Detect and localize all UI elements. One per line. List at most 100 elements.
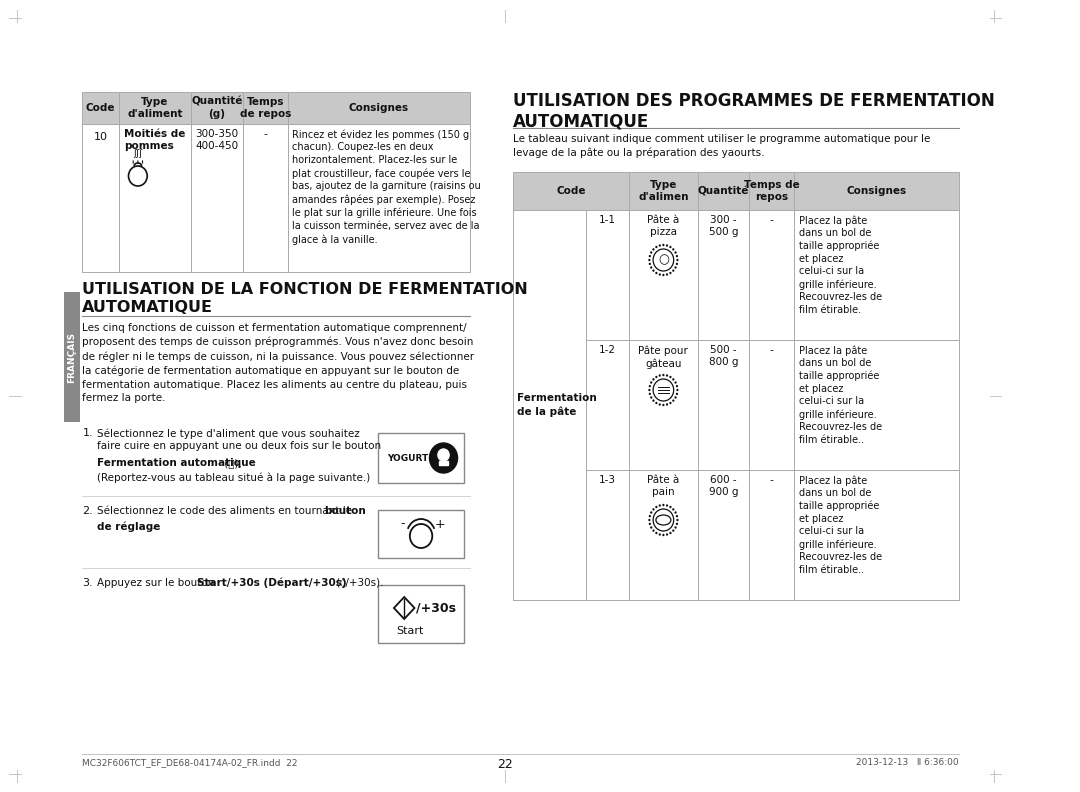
Text: Les cinq fonctions de cuisson et fermentation automatique comprennent/
proposent: Les cinq fonctions de cuisson et ferment… (82, 323, 474, 403)
Text: Pâte à
pizza: Pâte à pizza (647, 215, 679, 238)
Text: 3.: 3. (82, 578, 93, 588)
Circle shape (666, 403, 669, 406)
Text: -: - (770, 215, 773, 225)
Bar (794, 210, 959, 340)
Bar (750, 470, 794, 600)
Bar (698, 172, 750, 210)
Text: UTILISATION DES PROGRAMMES DE FERMENTATION
AUTOMATIQUE: UTILISATION DES PROGRAMMES DE FERMENTATI… (513, 92, 995, 131)
Circle shape (659, 505, 661, 507)
Text: Placez la pâte
dans un bol de
taille appropriée
et placez
celui-ci sur la
grille: Placez la pâte dans un bol de taille app… (798, 475, 881, 575)
Circle shape (672, 269, 674, 272)
Circle shape (652, 529, 654, 531)
Circle shape (674, 512, 677, 514)
Text: 600 -
900 g: 600 - 900 g (708, 475, 739, 497)
Bar (794, 172, 959, 210)
Bar (629, 470, 698, 600)
Circle shape (650, 396, 652, 398)
Text: .: . (151, 521, 154, 531)
Text: Code: Code (556, 186, 585, 196)
Text: -: - (400, 517, 405, 531)
Bar (243, 92, 287, 124)
Circle shape (674, 251, 677, 253)
Bar (513, 340, 586, 470)
Circle shape (674, 527, 677, 529)
Circle shape (652, 248, 654, 250)
Bar (513, 210, 586, 340)
Bar (698, 210, 750, 340)
Text: Type
d'aliment: Type d'aliment (127, 97, 183, 120)
Text: bouton: bouton (324, 506, 365, 516)
Circle shape (659, 375, 661, 377)
Text: 2013-12-13   Ⅱ 6:36:00: 2013-12-13 Ⅱ 6:36:00 (856, 758, 959, 767)
Bar (191, 92, 243, 124)
Bar (378, 510, 464, 558)
Bar (794, 470, 959, 600)
Circle shape (672, 379, 674, 381)
Bar (287, 124, 470, 272)
Circle shape (656, 402, 658, 404)
Text: ʃʃʃ: ʃʃʃ (133, 149, 143, 158)
Bar (794, 340, 959, 470)
Text: (⎊).: (⎊). (220, 458, 242, 468)
Text: Placez la pâte
dans un bol de
taille appropriée
et placez
celui-ci sur la
grille: Placez la pâte dans un bol de taille app… (798, 215, 881, 314)
Circle shape (676, 515, 678, 517)
Bar (629, 172, 698, 210)
Text: Quantité: Quantité (698, 186, 750, 196)
Text: Sélectionnez le type d'aliment que vous souhaitez
faire cuire en appuyant une ou: Sélectionnez le type d'aliment que vous … (97, 428, 381, 451)
Text: Le tableau suivant indique comment utiliser le programme automatique pour le
lev: Le tableau suivant indique comment utili… (513, 134, 930, 158)
Text: Code: Code (86, 103, 116, 113)
Text: 1-1: 1-1 (599, 215, 616, 225)
Text: Consignes: Consignes (349, 103, 408, 113)
Text: UTILISATION DE LA FONCTION DE FERMENTATION
AUTOMATIQUE: UTILISATION DE LA FONCTION DE FERMENTATI… (82, 282, 528, 315)
Text: Placez la pâte
dans un bol de
taille appropriée
et placez
celui-ci sur la
grille: Placez la pâte dans un bol de taille app… (798, 345, 881, 445)
Circle shape (670, 402, 672, 404)
Text: /+30s: /+30s (417, 601, 457, 615)
Bar (513, 210, 586, 600)
Text: Quantité
(g): Quantité (g) (191, 97, 243, 120)
Bar (378, 433, 464, 483)
Circle shape (652, 269, 654, 272)
Bar (64, 292, 81, 422)
Text: 22: 22 (498, 758, 513, 771)
Circle shape (650, 266, 652, 268)
Text: 300-350
400-450: 300-350 400-450 (195, 129, 239, 151)
Bar (698, 470, 750, 600)
Circle shape (659, 244, 661, 247)
Text: Start/+30s (Départ/+30s): Start/+30s (Départ/+30s) (198, 578, 347, 588)
Bar (82, 124, 119, 272)
Circle shape (652, 379, 654, 381)
Text: Rincez et évidez les pommes (150 g
chacun). Coupez-les en deux
horizontalement. : Rincez et évidez les pommes (150 g chacu… (293, 129, 481, 245)
Circle shape (649, 385, 651, 387)
Circle shape (662, 534, 664, 536)
Circle shape (659, 403, 661, 406)
Circle shape (670, 246, 672, 248)
Text: Temps
de repos: Temps de repos (240, 97, 292, 120)
Circle shape (672, 248, 674, 250)
Bar (287, 92, 470, 124)
Circle shape (648, 519, 650, 521)
Bar (243, 124, 287, 272)
Circle shape (670, 376, 672, 379)
Text: 1-2: 1-2 (599, 345, 616, 355)
Bar (119, 124, 191, 272)
Circle shape (650, 527, 652, 529)
Circle shape (656, 506, 658, 508)
Text: -: - (770, 345, 773, 355)
Circle shape (670, 272, 672, 274)
Circle shape (652, 399, 654, 402)
Text: -: - (770, 475, 773, 485)
Text: (Reportez-vous au tableau situé à la page suivante.): (Reportez-vous au tableau situé à la pag… (97, 472, 370, 482)
Text: Sélectionnez le code des aliments en tournant le: Sélectionnez le code des aliments en tou… (97, 506, 355, 516)
Text: 1.: 1. (82, 428, 93, 438)
Text: Start: Start (395, 626, 423, 636)
Circle shape (676, 385, 678, 387)
Circle shape (649, 515, 651, 517)
Text: 500 -
800 g: 500 - 800 g (708, 345, 739, 367)
Circle shape (652, 508, 654, 511)
Circle shape (656, 246, 658, 248)
Bar (698, 340, 750, 470)
Bar (629, 340, 698, 470)
Circle shape (650, 512, 652, 514)
Text: MC32F606TCT_EF_DE68-04174A-02_FR.indd  22: MC32F606TCT_EF_DE68-04174A-02_FR.indd 22 (82, 758, 298, 767)
Bar (586, 210, 629, 340)
